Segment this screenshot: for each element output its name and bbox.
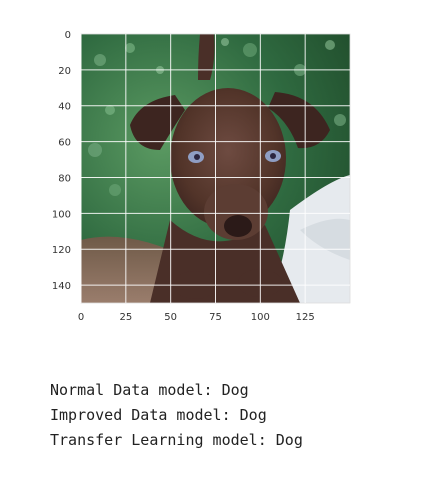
x-tick-label: 25 — [119, 312, 132, 323]
y-tick-label: 60 — [58, 138, 71, 149]
y-tick-label: 0 — [65, 30, 71, 41]
y-tick-label: 40 — [58, 102, 71, 113]
normal-model-prediction: Normal Data model: Dog — [50, 381, 249, 399]
x-tick-label: 125 — [296, 312, 315, 323]
model-predictions-output: Normal Data model: Dog Improved Data mod… — [50, 378, 303, 453]
y-tick-label: 80 — [58, 173, 71, 184]
y-tick-label: 140 — [52, 281, 71, 292]
transfer-learning-prediction: Transfer Learning model: Dog — [50, 431, 303, 449]
x-axis-ticks: 0 25 50 75 100 125 — [78, 312, 315, 323]
image-plot: 0 25 50 75 100 125 0 20 40 60 80 100 120 140 — [52, 30, 351, 323]
plot-canvas: 0 25 50 75 100 125 0 20 40 60 80 100 120 140 — [52, 30, 351, 323]
y-tick-label: 100 — [52, 209, 71, 220]
y-tick-label: 120 — [52, 245, 71, 256]
improved-model-prediction: Improved Data model: Dog — [50, 406, 267, 424]
grid-lines — [80, 34, 350, 303]
x-tick-label: 75 — [209, 312, 222, 323]
x-tick-label: 100 — [251, 312, 270, 323]
y-axis-ticks: 0 20 40 60 80 100 120 140 — [52, 30, 71, 292]
y-tick-label: 20 — [58, 66, 71, 77]
x-tick-label: 0 — [78, 312, 84, 323]
x-tick-label: 50 — [164, 312, 177, 323]
